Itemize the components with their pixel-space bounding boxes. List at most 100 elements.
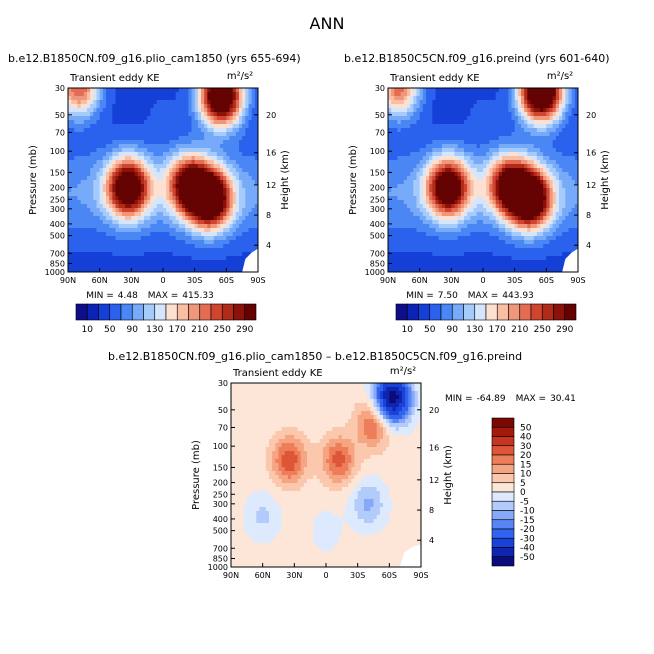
heat-cell — [511, 212, 516, 217]
heat-cell — [574, 100, 578, 105]
heat-cell — [232, 124, 237, 129]
heat-cell — [229, 256, 234, 261]
heat-cell — [508, 156, 513, 161]
heat-cell — [410, 160, 414, 165]
heat-cell — [106, 104, 110, 109]
heat-cell — [166, 268, 170, 272]
heat-cell — [229, 260, 234, 265]
heat-cell — [204, 232, 208, 237]
heat-cell — [470, 212, 475, 217]
heat-cell — [254, 124, 258, 129]
heat-cell — [191, 104, 196, 109]
heat-cell — [118, 92, 123, 97]
heat-cell — [74, 164, 79, 169]
heat-cell — [229, 184, 234, 189]
heat-cell — [223, 192, 227, 197]
heat-cell — [102, 180, 107, 185]
heat-cell — [185, 216, 189, 221]
heat-cell — [533, 132, 538, 137]
heat-cell — [194, 100, 199, 105]
heat-cell — [438, 216, 443, 221]
heat-cell — [517, 224, 522, 229]
heat-cell — [159, 96, 164, 101]
heat-cell — [121, 172, 126, 177]
heat-cell — [77, 160, 82, 165]
heat-cell — [574, 224, 578, 229]
heat-cell — [185, 128, 189, 133]
heat-cell — [530, 112, 535, 117]
heat-cell — [467, 140, 471, 145]
heat-cell — [166, 108, 170, 113]
heat-cell — [470, 124, 475, 129]
heat-cell — [388, 212, 392, 217]
heat-cell — [188, 120, 193, 125]
heat-cell — [207, 224, 212, 229]
heat-cell — [185, 136, 189, 141]
heat-cell — [77, 140, 82, 145]
heat-cell — [175, 92, 180, 97]
heat-cell — [80, 260, 85, 265]
heat-cell — [435, 112, 440, 117]
heat-cell — [204, 92, 208, 97]
heat-cell — [473, 164, 478, 169]
heat-cell — [524, 96, 528, 101]
heat-cell — [216, 196, 221, 201]
heat-cell — [109, 132, 113, 137]
heat-cell — [479, 196, 484, 201]
heat-cell — [388, 224, 392, 229]
heat-cell — [467, 204, 471, 209]
heat-cell — [419, 160, 424, 165]
heat-cell — [543, 168, 547, 173]
heat-cell — [83, 112, 88, 117]
heat-cell — [254, 140, 258, 145]
heat-cell — [254, 244, 258, 249]
heat-cell — [429, 224, 433, 229]
heat-cell — [80, 228, 85, 233]
heat-cell — [125, 220, 129, 225]
heat-cell — [99, 212, 104, 217]
heat-cell — [201, 228, 205, 233]
heat-cell — [112, 196, 117, 201]
heat-cell — [226, 96, 231, 101]
heat-cell — [106, 256, 110, 261]
heat-cell — [524, 136, 528, 141]
heat-cell — [150, 260, 155, 265]
heat-cell — [521, 156, 525, 161]
heat-cell — [150, 180, 155, 185]
heat-cell — [451, 192, 456, 197]
heat-cell — [454, 224, 459, 229]
heat-cell — [413, 112, 418, 117]
heat-cell — [216, 96, 221, 101]
heat-cell — [394, 208, 399, 213]
heat-cell — [441, 136, 446, 141]
heat-cell — [229, 232, 234, 237]
heat-cell — [413, 192, 418, 197]
heat-cell — [571, 208, 576, 213]
heat-cell — [178, 156, 183, 161]
heat-cell — [182, 224, 186, 229]
heat-cell — [438, 88, 443, 93]
heat-cell — [115, 120, 120, 125]
heat-cell — [144, 88, 148, 93]
heat-cell — [483, 220, 487, 225]
heat-cell — [555, 188, 560, 193]
heat-cell — [137, 176, 142, 181]
heat-cell — [163, 196, 167, 201]
heat-cell — [448, 152, 452, 157]
heat-cell — [530, 132, 535, 137]
heat-cell — [514, 172, 519, 177]
heat-cell — [416, 172, 421, 177]
heat-cell — [438, 132, 443, 137]
heat-cell — [517, 228, 522, 233]
heat-cell — [470, 96, 475, 101]
heat-cell — [153, 192, 158, 197]
heat-cell — [178, 92, 183, 97]
heat-cell — [562, 132, 566, 137]
heat-cell — [495, 156, 500, 161]
heat-cell — [568, 176, 573, 181]
heat-cell — [109, 164, 113, 169]
heat-cell — [232, 236, 237, 241]
heat-cell — [71, 104, 75, 109]
heat-cell — [394, 192, 399, 197]
heat-cell — [185, 124, 189, 129]
